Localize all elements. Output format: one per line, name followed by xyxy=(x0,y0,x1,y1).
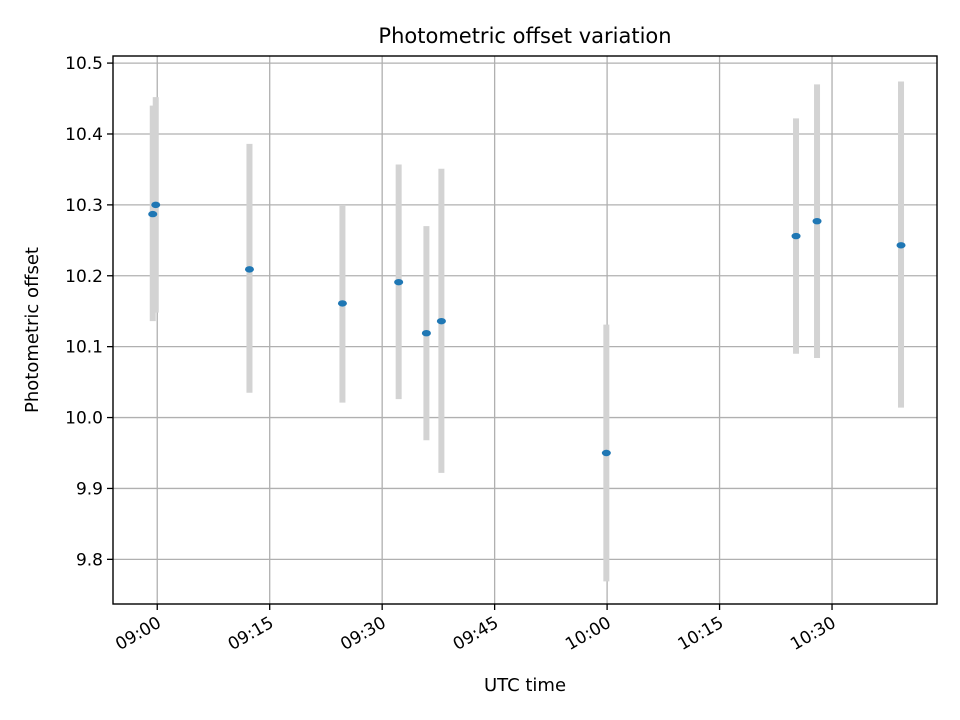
y-tick-label: 10.3 xyxy=(65,196,103,216)
y-tick-label: 9.9 xyxy=(76,479,103,499)
grid xyxy=(113,56,937,604)
y-tick-label: 10.5 xyxy=(65,54,103,74)
y-tick-label: 10.0 xyxy=(65,409,103,429)
data-point xyxy=(421,329,431,337)
y-tick-label: 10.2 xyxy=(65,267,103,287)
data-point xyxy=(337,300,347,307)
data-point xyxy=(244,266,254,273)
y-tick-label: 9.8 xyxy=(76,550,103,570)
chart-title: Photometric offset variation xyxy=(378,24,671,48)
data-points xyxy=(148,201,906,457)
y-tick-label: 10.1 xyxy=(65,338,103,358)
data-point xyxy=(896,242,906,249)
y-axis-ticks: 9.8 9.9 10.0 10.1 10.2 10.3 10.4 10.5 xyxy=(65,54,113,570)
data-point xyxy=(394,278,404,286)
data-point xyxy=(148,210,158,218)
data-point xyxy=(151,201,161,209)
y-tick-label: 10.4 xyxy=(65,125,103,145)
data-point xyxy=(791,232,801,240)
data-point xyxy=(812,217,822,225)
x-axis-label: UTC time xyxy=(484,675,566,696)
y-axis-label: Photometric offset xyxy=(22,247,43,413)
plot-frame xyxy=(112,55,938,605)
data-point xyxy=(601,449,611,457)
data-point xyxy=(436,317,446,325)
